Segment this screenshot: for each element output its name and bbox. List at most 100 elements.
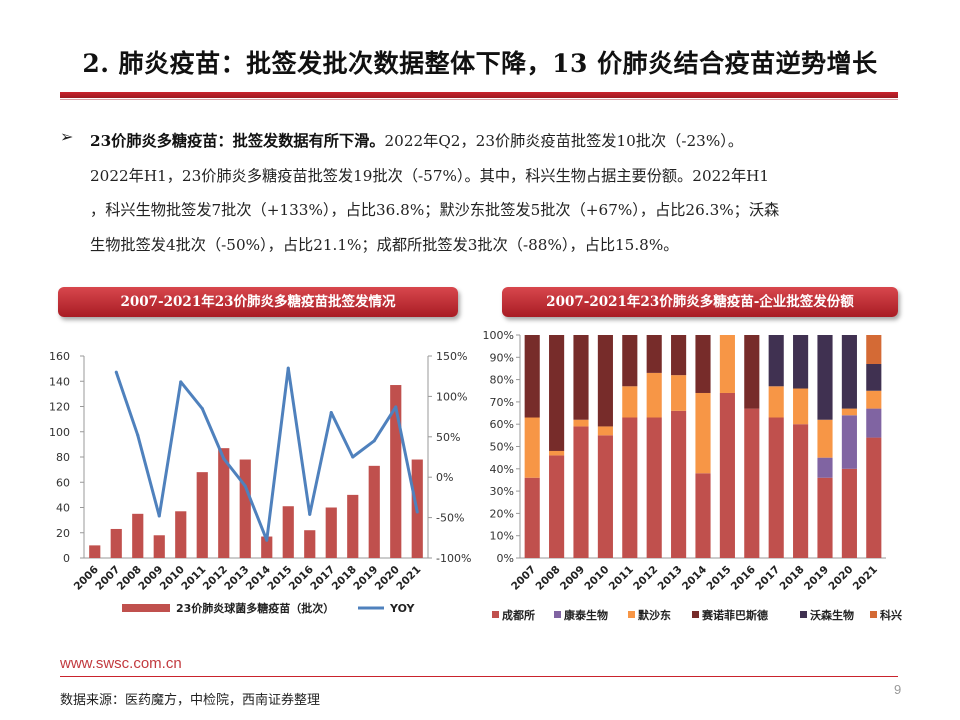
chart2-bar-segment [768, 335, 784, 387]
chart1-yoy-point [157, 514, 161, 518]
page-title: 2. 肺炎疫苗：批签发批次数据整体下降，13 价肺炎结合疫苗逆势增长 [82, 49, 878, 78]
chart1-right-tick-label: 100% [436, 390, 467, 403]
chart1-right-tick-label: 50% [436, 431, 460, 444]
chart2-x-tick-label: 2012 [631, 564, 660, 593]
bullet-line-3: ，科兴生物批签发7批次（+133%），占比36.8%；默沙东批签发5批次（+67… [90, 201, 780, 219]
chart2-bar-segment [597, 426, 613, 436]
chart1-yoy-point [394, 405, 398, 409]
chart1-bar [261, 536, 273, 558]
chart2-legend-swatch [800, 611, 807, 618]
chart2-bar-segment [646, 335, 662, 373]
bullet-line-4: 生物批签发4批次（-50%），占比21.1%；成都所批签发3批次（-88%），占… [90, 235, 679, 254]
chart1-legend-line-label: YOY [389, 602, 416, 615]
chart2-bar-segment [841, 468, 857, 558]
chart2-bar-segment [793, 388, 809, 425]
chart2-x-tick-label: 2014 [680, 564, 709, 593]
chart2-bar-segment [549, 450, 565, 456]
chart2-x-tick-label: 2018 [778, 564, 807, 593]
chart2-bar-segment [866, 363, 882, 391]
chart2-bar-segment [524, 417, 540, 478]
bullet-arrow-icon: ➢ [60, 127, 74, 146]
chart2-bar-segment [817, 335, 833, 420]
chart2-bar-segment [719, 335, 735, 393]
chart1-left-tick-label: 160 [49, 350, 70, 363]
bullet-line-1: 23价肺炎多糖疫苗：批签发数据有所下滑。2022年Q2，23价肺炎疫苗批签发10… [90, 124, 905, 159]
chart2-bar-segment [695, 392, 711, 474]
chart2-y-tick-label: 20% [490, 507, 514, 520]
chart2-x-tick-label: 2015 [704, 564, 733, 593]
chart2-bar-segment [744, 408, 760, 558]
chart2-bar-segment [622, 386, 638, 418]
chart1-left-tick-label: 120 [49, 401, 70, 414]
chart2-legend-label: 沃森生物 [810, 608, 854, 622]
page-number: 9 [894, 682, 902, 697]
chart2-y-tick-label: 60% [490, 418, 514, 431]
chart1-right-tick-label: -50% [436, 512, 464, 525]
chart1-left-tick-label: 0 [63, 552, 70, 565]
chart2-bar-segment [841, 415, 857, 469]
chart2-bar-segment [671, 335, 687, 376]
chart2-x-tick-label: 2010 [582, 564, 611, 593]
chart1-yoy-point [351, 455, 355, 459]
chart1-yoy-point [243, 484, 247, 488]
chart2-x-tick-label: 2016 [729, 564, 758, 593]
chart1-bar [325, 507, 337, 558]
chart1-yoy-point [372, 439, 376, 443]
chart2-bar-segment [866, 408, 882, 438]
chart2-x-tick-label: 2008 [534, 564, 563, 593]
chart1-bar [282, 506, 294, 558]
chart2-stacked-bar-chart: 0%10%20%30%40%50%60%70%80%90%100%2007200… [483, 329, 902, 622]
chart1-left-tick-label: 60 [56, 476, 70, 489]
chart2-y-tick-label: 70% [490, 396, 514, 409]
bullet-line-1-rest: 2022年Q2，23价肺炎疫苗批签发10批次（-23%）。 [384, 132, 744, 150]
chart1-bar [110, 528, 122, 558]
chart2-bar-segment [866, 437, 882, 558]
chart2-legend-label: 康泰生物 [564, 608, 608, 622]
chart2-bar-segment [524, 477, 540, 558]
chart1-yoy-point [114, 370, 118, 374]
chart2-bar-segment [524, 335, 540, 418]
chart1-yoy-point [308, 512, 312, 516]
chart1-yoy-point [265, 538, 269, 542]
chart2-y-tick-label: 80% [490, 374, 514, 387]
footer-divider [60, 676, 898, 677]
chart2-legend-swatch [692, 611, 699, 618]
chart1-yoy-point [222, 457, 226, 461]
chart2-bar-segment [768, 417, 784, 558]
chart1-bar [196, 472, 208, 558]
chart1-left-tick-label: 40 [56, 502, 70, 515]
chart2-bar-segment [841, 335, 857, 409]
chart2-bar-segment [695, 335, 711, 393]
bullet-line-2: 2022年H1，23价肺炎多糖疫苗批签发19批次（-57%）。其中，科兴生物占据… [90, 166, 770, 185]
chart2-legend-swatch [628, 611, 635, 618]
chart1-bar [304, 530, 316, 558]
chart2-bar-segment [573, 335, 589, 420]
chart1-bar [239, 459, 251, 558]
chart2-bar-segment [695, 473, 711, 558]
chart1-left-tick-label: 80 [56, 451, 70, 464]
chart1-bar [153, 535, 165, 558]
chart2-y-tick-label: 100% [483, 329, 514, 342]
chart1-right-tick-label: 150% [436, 350, 467, 363]
chart2-bar-segment [841, 408, 857, 416]
chart2-bar-segment [597, 335, 613, 427]
chart2-bar-segment [719, 392, 735, 558]
chart1-yoy-point [329, 411, 333, 415]
chart2-bar-segment [671, 375, 687, 411]
chart2-bar-segment [646, 417, 662, 558]
chart2-bar-segment [793, 424, 809, 558]
chart2-bar-segment [622, 335, 638, 387]
chart2-bar-segment [622, 417, 638, 558]
chart2-x-tick-label: 2021 [851, 564, 880, 593]
chart2-y-tick-label: 40% [490, 463, 514, 476]
title-divider [60, 92, 898, 98]
title-divider-thin [60, 99, 898, 100]
chart1-left-tick-label: 100 [49, 426, 70, 439]
chart2-bar-segment [597, 435, 613, 558]
chart2-legend-swatch [554, 611, 561, 618]
chart2-bar-segment [768, 386, 784, 418]
chart1-right-tick-label: -100% [436, 552, 471, 565]
footer-url[interactable]: www.swsc.com.cn [60, 655, 182, 672]
chart2-bar-segment [866, 390, 882, 409]
bullet-lead: 23价肺炎多糖疫苗：批签发数据有所下滑。 [90, 132, 385, 150]
